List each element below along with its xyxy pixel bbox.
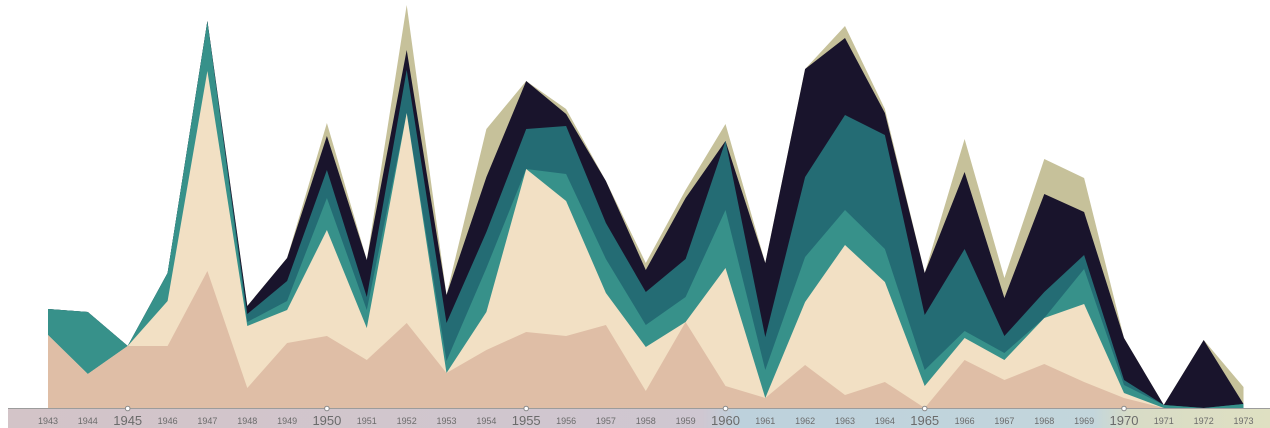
x-tick-label: 1949 — [277, 416, 297, 426]
x-tick-label: 1963 — [835, 416, 855, 426]
x-major-tick-marker — [124, 405, 131, 412]
x-tick-label: 1969 — [1074, 416, 1094, 426]
x-axis-ticks: 1943 1944 1945 1946 1947 1948 1949 1950 1951 1952… — [38, 405, 1254, 428]
x-tick-label: 1972 — [1194, 416, 1214, 426]
x-tick-label: 1950 — [312, 413, 341, 428]
x-tick-label: 1966 — [955, 416, 975, 426]
x-major-tick-marker — [921, 405, 928, 412]
x-tick-label: 1960 — [711, 413, 740, 428]
x-tick-label: 1944 — [78, 416, 98, 426]
x-tick-label: 1945 — [113, 413, 142, 428]
x-tick-label: 1946 — [158, 416, 178, 426]
x-tick-label: 1943 — [38, 416, 58, 426]
area-layer-2 — [48, 71, 1244, 408]
x-tick-label: 1957 — [596, 416, 616, 426]
area-layer-1 — [48, 271, 1244, 408]
x-major-tick-marker — [523, 405, 530, 412]
x-major-tick-marker — [722, 405, 729, 412]
x-tick-label: 1968 — [1034, 416, 1054, 426]
x-major-tick-marker — [1121, 405, 1127, 412]
x-tick-label: 1959 — [676, 416, 696, 426]
x-tick-label: 1951 — [357, 416, 377, 426]
x-tick-label: 1948 — [237, 416, 257, 426]
x-tick-label: 1964 — [875, 416, 895, 426]
x-tick-label: 1958 — [636, 416, 656, 426]
x-tick-label: 1961 — [755, 416, 775, 426]
x-tick-label: 1956 — [556, 416, 576, 426]
x-tick-label: 1967 — [994, 416, 1014, 426]
x-tick-label: 1962 — [795, 416, 815, 426]
x-tick-label: 1965 — [910, 413, 939, 428]
x-tick-label: 1973 — [1233, 416, 1253, 426]
x-major-tick-marker — [324, 405, 330, 412]
x-tick-label: 1970 — [1110, 413, 1139, 428]
x-tick-label: 1947 — [197, 416, 217, 426]
x-tick-label: 1971 — [1154, 416, 1174, 426]
x-axis-band — [8, 409, 1270, 428]
x-tick-label: 1955 — [512, 413, 541, 428]
x-tick-label: 1953 — [436, 416, 456, 426]
x-tick-label: 1952 — [397, 416, 417, 426]
area-layers — [48, 5, 1244, 408]
x-tick-label: 1954 — [476, 416, 496, 426]
